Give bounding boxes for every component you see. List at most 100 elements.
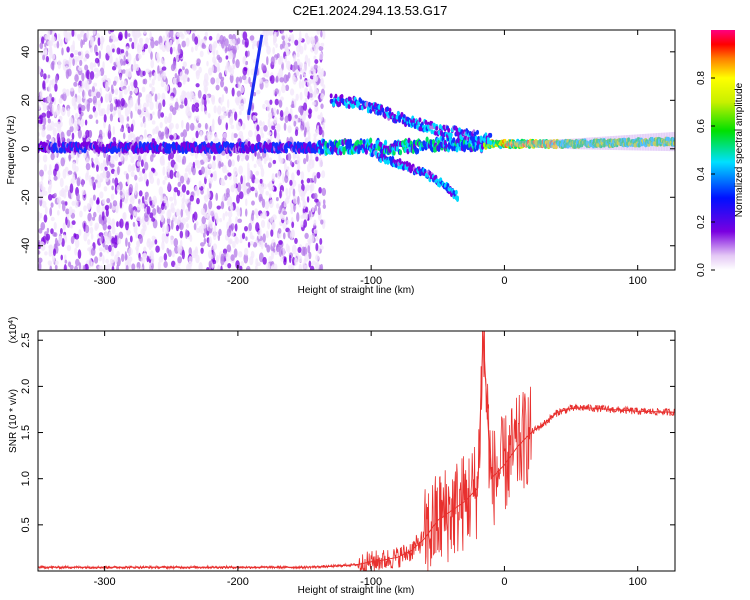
heatmap-cell bbox=[275, 43, 278, 48]
heatmap-cell bbox=[312, 76, 316, 86]
heatmap-cell bbox=[64, 37, 69, 43]
heatmap-cell bbox=[176, 189, 181, 197]
heatmap-cell bbox=[246, 67, 250, 77]
heatmap-cell bbox=[553, 139, 557, 149]
heatmap-cell bbox=[300, 121, 305, 130]
heatmap-cell bbox=[182, 91, 187, 97]
heatmap-cell bbox=[552, 139, 555, 149]
heatmap-cell bbox=[129, 90, 133, 96]
heatmap-cell bbox=[226, 221, 229, 230]
heatmap-cell bbox=[286, 171, 290, 177]
heatmap-cell bbox=[276, 203, 280, 209]
heatmap-cell bbox=[301, 79, 305, 89]
heatmap-cell bbox=[73, 97, 77, 106]
y-tick-label: -40 bbox=[20, 238, 32, 254]
heatmap-cell bbox=[65, 208, 70, 215]
heatmap-cell bbox=[606, 136, 609, 150]
heatmap-cell bbox=[585, 137, 589, 150]
heatmap-cell bbox=[51, 53, 56, 60]
heatmap-cell bbox=[530, 140, 533, 148]
heatmap-cell bbox=[236, 194, 240, 204]
heatmap-cell bbox=[288, 187, 291, 198]
heatmap-cell bbox=[637, 134, 640, 151]
heatmap-cell bbox=[515, 141, 518, 147]
heatmap-cell bbox=[425, 136, 429, 143]
heatmap-cell bbox=[235, 236, 239, 245]
heatmap-cell bbox=[272, 47, 276, 55]
heatmap-cell bbox=[100, 108, 104, 114]
heatmap-cell bbox=[103, 186, 108, 192]
heatmap-cell bbox=[115, 99, 119, 108]
heatmap-cell bbox=[76, 95, 82, 104]
heatmap-cell bbox=[211, 65, 214, 73]
heatmap-cell bbox=[140, 122, 144, 128]
heatmap-cell bbox=[627, 134, 630, 151]
heatmap-cell bbox=[233, 133, 238, 139]
heatmap-cell bbox=[59, 39, 63, 47]
heatmap-cell bbox=[251, 209, 255, 216]
colorbar-tick-label: 0.6 bbox=[696, 119, 707, 133]
heatmap-cell bbox=[202, 232, 206, 238]
heatmap-cell bbox=[320, 263, 324, 270]
heatmap-cell bbox=[160, 192, 164, 203]
heatmap-cell bbox=[601, 136, 605, 150]
heatmap-cell bbox=[270, 250, 275, 260]
heatmap-cell bbox=[50, 202, 54, 208]
heatmap-cell bbox=[254, 178, 259, 184]
heatmap-cell bbox=[139, 266, 143, 270]
heatmap-cell bbox=[88, 258, 93, 269]
heatmap-cell bbox=[613, 135, 616, 151]
heatmap-cell bbox=[187, 202, 191, 212]
heatmap-cell bbox=[299, 189, 304, 197]
heatmap-cell bbox=[294, 39, 299, 46]
heatmap-cell bbox=[266, 262, 271, 270]
heatmap-cell bbox=[86, 169, 89, 178]
heatmap-cell bbox=[299, 74, 303, 80]
heatmap-cell bbox=[116, 221, 119, 228]
heatmap-cell bbox=[98, 265, 104, 270]
heatmap-cell bbox=[261, 198, 266, 209]
heatmap-cell bbox=[85, 129, 90, 138]
heatmap-cell bbox=[61, 202, 66, 212]
heatmap-cell bbox=[577, 138, 581, 150]
heatmap-cell bbox=[314, 59, 319, 65]
heatmap-cell bbox=[119, 218, 124, 229]
heatmap-cell bbox=[533, 140, 536, 148]
heatmap-cell bbox=[117, 166, 120, 176]
heatmap-cell bbox=[280, 30, 284, 34]
heatmap-cell bbox=[322, 84, 326, 90]
heatmap-cell bbox=[662, 132, 665, 151]
heatmap-cell bbox=[57, 33, 61, 42]
heatmap-cell bbox=[190, 46, 194, 53]
heatmap-cell bbox=[434, 130, 438, 136]
heatmap-cell bbox=[44, 251, 48, 256]
heatmap-cell bbox=[276, 132, 281, 142]
heatmap-cell bbox=[44, 206, 48, 215]
heatmap-cell bbox=[118, 161, 123, 166]
heatmap-cell bbox=[185, 216, 189, 222]
heatmap-cell bbox=[252, 91, 257, 97]
heatmap-cell bbox=[109, 202, 112, 209]
heatmap-cell bbox=[342, 149, 346, 156]
heatmap-cell bbox=[120, 114, 125, 125]
heatmap-cell bbox=[52, 127, 57, 137]
heatmap-cell bbox=[138, 170, 143, 177]
heatmap-cell bbox=[476, 129, 480, 135]
heatmap-cell bbox=[276, 53, 280, 59]
heatmap-cell bbox=[179, 104, 184, 109]
heatmap-cell bbox=[296, 52, 300, 58]
heatmap-cell bbox=[225, 252, 230, 262]
heatmap-cell bbox=[57, 104, 61, 114]
heatmap-cell bbox=[41, 129, 46, 138]
heatmap-cell bbox=[413, 122, 417, 128]
y-tick-label: -20 bbox=[20, 189, 32, 205]
heatmap-cell bbox=[251, 42, 255, 50]
heatmap-cell bbox=[208, 35, 213, 41]
heatmap-cell bbox=[146, 255, 150, 263]
heatmap-cell bbox=[91, 161, 94, 168]
heatmap-cell bbox=[263, 72, 267, 77]
heatmap-cell bbox=[79, 210, 83, 218]
heatmap-cell bbox=[173, 190, 177, 201]
heatmap-cell bbox=[62, 222, 66, 231]
heatmap-cell bbox=[621, 135, 624, 151]
